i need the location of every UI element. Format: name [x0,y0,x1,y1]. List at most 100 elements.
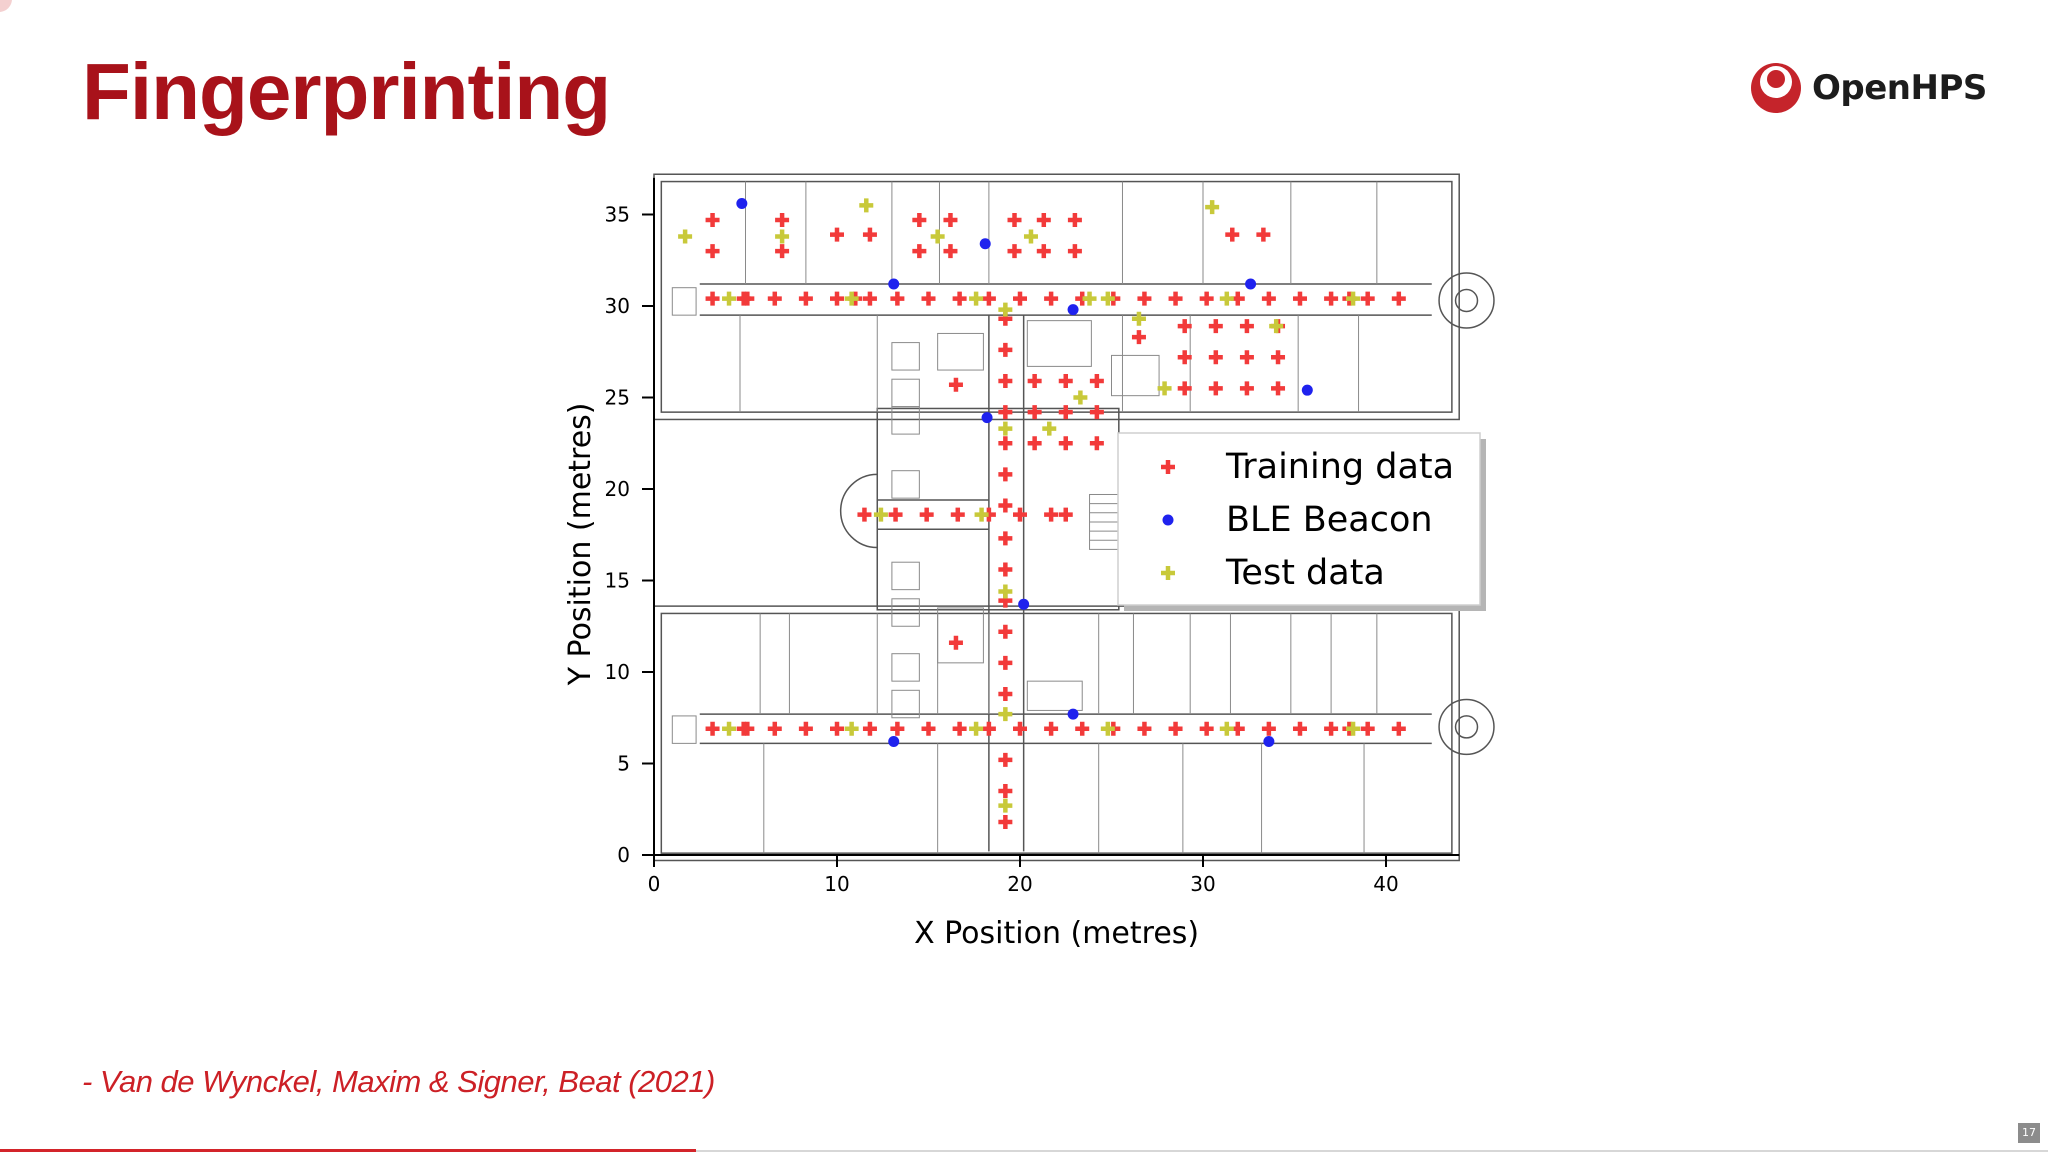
test-point [1023,229,1038,244]
training-point [1199,721,1214,736]
training-point [1036,212,1051,227]
training-point [1044,721,1059,736]
training-point [1271,381,1286,396]
series-training-data [705,212,1406,830]
training-point [830,227,844,242]
training-point [798,721,813,736]
bay-window [839,473,878,549]
bottom-rule [0,1150,2048,1152]
training-point [1013,507,1027,522]
test-point [1269,319,1284,334]
training-point [890,291,905,306]
test-point [1157,381,1172,396]
test-point [974,507,989,522]
training-point [1239,381,1254,396]
slide-title: Fingerprinting [82,47,611,136]
training-point [981,721,996,736]
training-point [998,405,1013,420]
training-point [1177,350,1192,365]
test-point [859,198,874,213]
legend: Training data BLE Beacon Test data [1117,432,1486,611]
training-point [950,507,965,522]
ble-beacon-point [736,198,748,210]
y-axis-label: Y Position (metres) [563,402,598,686]
test-point [1219,721,1234,736]
stair-tower-north-core [1454,288,1479,313]
legend-label: Training data [1225,447,1454,487]
training-point [888,507,903,522]
training-point [1360,291,1375,306]
training-point [1013,291,1027,306]
test-point [1073,390,1088,405]
building-north-wing-inner [660,180,1453,413]
training-point [1324,291,1339,306]
scatter-chart: 0 10 20 30 40 0 5 10 15 20 25 30 35 X Position (metre… [563,173,1495,951]
training-point [998,752,1013,767]
test-point [1219,291,1234,306]
training-point [1256,227,1271,242]
training-point [998,531,1013,546]
y-tick-label: 15 [605,569,630,593]
training-point [943,244,958,259]
restroom [937,332,984,371]
y-tick-label: 20 [605,477,630,501]
ble-beacon-point [1301,384,1313,396]
training-point [1292,721,1307,736]
test-point [930,229,945,244]
training-point [1058,374,1073,389]
training-point [1391,291,1406,306]
training-point [912,212,927,227]
training-point [1239,319,1254,334]
training-point [1007,212,1022,227]
training-point [1168,721,1183,736]
training-point [948,635,963,650]
building-central-block [876,407,1120,611]
training-point [1208,319,1223,334]
restroom-stall [891,598,920,627]
ble-beacon-point [1067,708,1079,720]
entrance [671,287,697,316]
training-point [1067,212,1082,227]
test-point [1346,721,1361,736]
training-point [998,436,1013,451]
training-point [890,721,905,736]
test-point [1082,291,1097,306]
test-point [969,291,984,306]
training-point [857,507,872,522]
building-south-wing-inner [660,612,1453,854]
training-point [775,244,790,259]
legend-marker-training [1161,460,1175,474]
x-tick-label: 10 [824,872,849,896]
series-test-data [678,198,1361,813]
training-point [1089,374,1104,389]
restroom-stall [891,689,920,719]
x-tick-label: 40 [1373,872,1398,896]
test-point [1346,291,1361,306]
restroom-stall [891,470,920,499]
training-point [919,507,934,522]
test-point [1205,200,1220,215]
test-point [1100,291,1115,306]
test-point [844,291,859,306]
training-point [1271,350,1286,365]
test-point [1100,721,1115,736]
training-point [1199,291,1214,306]
test-point [1042,421,1057,436]
ble-beacon-point [1067,304,1079,316]
test-point [998,302,1013,317]
landing [1026,680,1083,711]
ble-beacon-point [888,278,900,290]
training-point [943,212,958,227]
training-point [1261,291,1276,306]
y-tick-label: 30 [605,294,630,318]
test-point [775,229,790,244]
corner-decoration [0,0,12,12]
test-point [722,291,737,306]
y-tick-label: 0 [617,843,630,867]
training-point [1044,507,1059,522]
training-point [1168,291,1183,306]
elevator-shaft [1026,320,1092,367]
training-point [1261,721,1276,736]
legend-label: Test data [1225,553,1385,593]
training-point [998,655,1013,670]
